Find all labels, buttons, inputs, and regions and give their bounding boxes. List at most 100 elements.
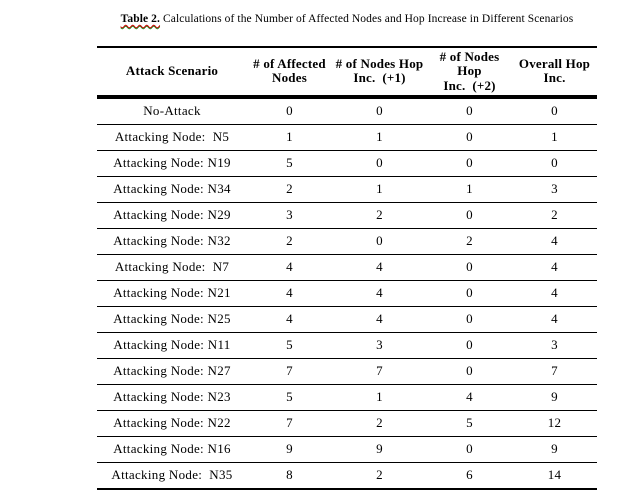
table-row: Attacking Node: N32 2 0 2 4 — [97, 228, 597, 255]
header-attack-scenario: Attack Scenario — [97, 47, 247, 99]
table-row: Attacking Node: N27 7 7 0 7 — [97, 358, 597, 385]
cell-hop-inc-1: 0 — [332, 96, 427, 125]
header-affected-nodes: # of Affected Nodes — [247, 47, 332, 99]
cell-overall-hop-inc: 4 — [512, 280, 597, 307]
table-row: Attacking Node: N25 4 4 0 4 — [97, 306, 597, 333]
cell-attack-scenario: Attacking Node: N11 — [97, 332, 247, 359]
data-table: Attack Scenario # of Affected Nodes # of… — [97, 46, 597, 490]
cell-overall-hop-inc: 2 — [512, 202, 597, 229]
cell-hop-inc-1: 2 — [332, 202, 427, 229]
cell-overall-hop-inc: 3 — [512, 332, 597, 359]
table-body: No-Attack 0 0 0 0 Attacking Node: N5 1 1… — [97, 96, 597, 489]
cell-hop-inc-2: 0 — [427, 306, 512, 333]
cell-overall-hop-inc: 9 — [512, 436, 597, 463]
cell-affected-nodes: 4 — [247, 306, 332, 333]
cell-hop-inc-2: 0 — [427, 358, 512, 385]
cell-affected-nodes: 8 — [286, 467, 293, 483]
table-header: Attack Scenario # of Affected Nodes # of… — [97, 47, 597, 99]
cell-affected-nodes: 4 — [247, 280, 332, 307]
cell-affected-nodes: 3 — [247, 202, 332, 229]
cell-hop-inc-1: 3 — [332, 332, 427, 359]
cell-attack-scenario: Attacking Node: N29 — [97, 202, 247, 229]
table-row: Attacking Node: N21 4 4 0 4 — [97, 280, 597, 307]
cell-hop-inc-1: 2 — [376, 467, 383, 483]
cell-hop-inc-2: 0 — [427, 254, 512, 281]
cell-affected-nodes: 5 — [247, 384, 332, 411]
table-caption: Table 2. Calculations of the Number of A… — [97, 13, 597, 25]
cell-affected-nodes: 9 — [247, 436, 332, 463]
cell-hop-inc-2: 1 — [427, 176, 512, 203]
cell-attack-scenario: Attacking Node: N16 — [97, 436, 247, 463]
cell-affected-nodes: 2 — [247, 228, 332, 255]
cell-hop-inc-1: 7 — [332, 358, 427, 385]
cell-attack-scenario: Attacking Node: N25 — [97, 306, 247, 333]
cell-hop-inc-1: 4 — [332, 254, 427, 281]
cell-overall-hop-inc: 4 — [512, 306, 597, 333]
table-caption-title: Calculations of the Number of Affected N… — [160, 13, 574, 25]
cell-hop-inc-2: 0 — [427, 280, 512, 307]
cell-attack-scenario: Attacking Node: N35 — [111, 467, 233, 483]
cell-hop-inc-1: 2 — [332, 410, 427, 437]
cell-hop-inc-2: 0 — [427, 124, 512, 151]
cell-attack-scenario: Attacking Node: N27 — [97, 358, 247, 385]
table-row: Attacking Node: N19 5 0 0 0 — [97, 150, 597, 177]
header-nodes-hop-inc-1: # of Nodes Hop Inc. (+1) — [332, 47, 427, 99]
cell-affected-nodes: 1 — [247, 124, 332, 151]
cell-hop-inc-1: 4 — [332, 306, 427, 333]
cell-affected-nodes: 5 — [247, 332, 332, 359]
cell-hop-inc-1: 0 — [332, 228, 427, 255]
cell-overall-hop-inc: 0 — [512, 96, 597, 125]
cell-overall-hop-inc: 9 — [512, 384, 597, 411]
cell-affected-nodes: 5 — [247, 150, 332, 177]
cell-hop-inc-2: 0 — [427, 150, 512, 177]
cell-hop-inc-2: 2 — [427, 228, 512, 255]
table-row: Attacking Node: N16 9 9 0 9 — [97, 436, 597, 463]
cell-affected-nodes: 2 — [247, 176, 332, 203]
cell-hop-inc-2: 4 — [427, 384, 512, 411]
table-row: Attacking Node: N7 4 4 0 4 — [97, 254, 597, 281]
cell-attack-scenario: No-Attack — [97, 96, 247, 125]
cell-affected-nodes: 4 — [247, 254, 332, 281]
cell-overall-hop-inc: 7 — [512, 358, 597, 385]
cell-overall-hop-inc: 14 — [547, 467, 562, 483]
cell-attack-scenario: Attacking Node: N22 — [97, 410, 247, 437]
header-overall-hop-inc: Overall Hop Inc. — [512, 47, 597, 99]
table-row: Attacking Node: N5 1 1 0 1 — [97, 124, 597, 151]
cell-overall-hop-inc: 12 — [512, 410, 597, 437]
cell-hop-inc-2: 0 — [427, 436, 512, 463]
table-row: Attacking Node: N34 2 1 1 3 — [97, 176, 597, 203]
table-row: Attacking Node: N11 5 3 0 3 — [97, 332, 597, 359]
cell-overall-hop-inc: 3 — [512, 176, 597, 203]
cell-overall-hop-inc: 0 — [512, 150, 597, 177]
table-row: Attacking Node: N22 7 2 5 12 — [97, 410, 597, 437]
cell-hop-inc-2: 0 — [427, 202, 512, 229]
table-row: No-Attack 0 0 0 0 — [97, 96, 597, 125]
cell-hop-inc-1: 4 — [332, 280, 427, 307]
table-caption-number-text: Table 2. — [120, 13, 161, 25]
table-row: Attacking Node: N23 5 1 4 9 — [97, 384, 597, 411]
cell-hop-inc-1: 1 — [332, 124, 427, 151]
cell-attack-scenario: Attacking Node: N7 — [97, 254, 247, 281]
cell-affected-nodes: 0 — [247, 96, 332, 125]
header-nodes-hop-inc-2: # of Nodes Hop Inc. (+2) — [427, 47, 512, 99]
cell-attack-scenario: Attacking Node: N21 — [97, 280, 247, 307]
table-row: Attacking Node: N29 3 2 0 2 — [97, 202, 597, 229]
cell-attack-scenario: Attacking Node: N23 — [97, 384, 247, 411]
cell-hop-inc-2: 6 — [466, 467, 473, 483]
cell-attack-scenario: Attacking Node: N34 — [97, 176, 247, 203]
cell-attack-scenario: Attacking Node: N32 — [97, 228, 247, 255]
table-row: Attacking Node: N35 8 2 6 14 — [97, 462, 597, 489]
cell-hop-inc-1: 1 — [332, 384, 427, 411]
cell-affected-nodes: 7 — [247, 358, 332, 385]
cell-overall-hop-inc: 4 — [512, 228, 597, 255]
cell-hop-inc-1: 9 — [332, 436, 427, 463]
cell-affected-nodes: 7 — [247, 410, 332, 437]
cell-hop-inc-2: 0 — [427, 96, 512, 125]
table-header-row: Attack Scenario # of Affected Nodes # of… — [97, 47, 597, 99]
cell-hop-inc-1: 1 — [332, 176, 427, 203]
cell-hop-inc-2: 0 — [427, 332, 512, 359]
cell-overall-hop-inc: 4 — [512, 254, 597, 281]
cell-hop-inc-1: 0 — [332, 150, 427, 177]
table-caption-number: Table 2. — [121, 13, 160, 25]
